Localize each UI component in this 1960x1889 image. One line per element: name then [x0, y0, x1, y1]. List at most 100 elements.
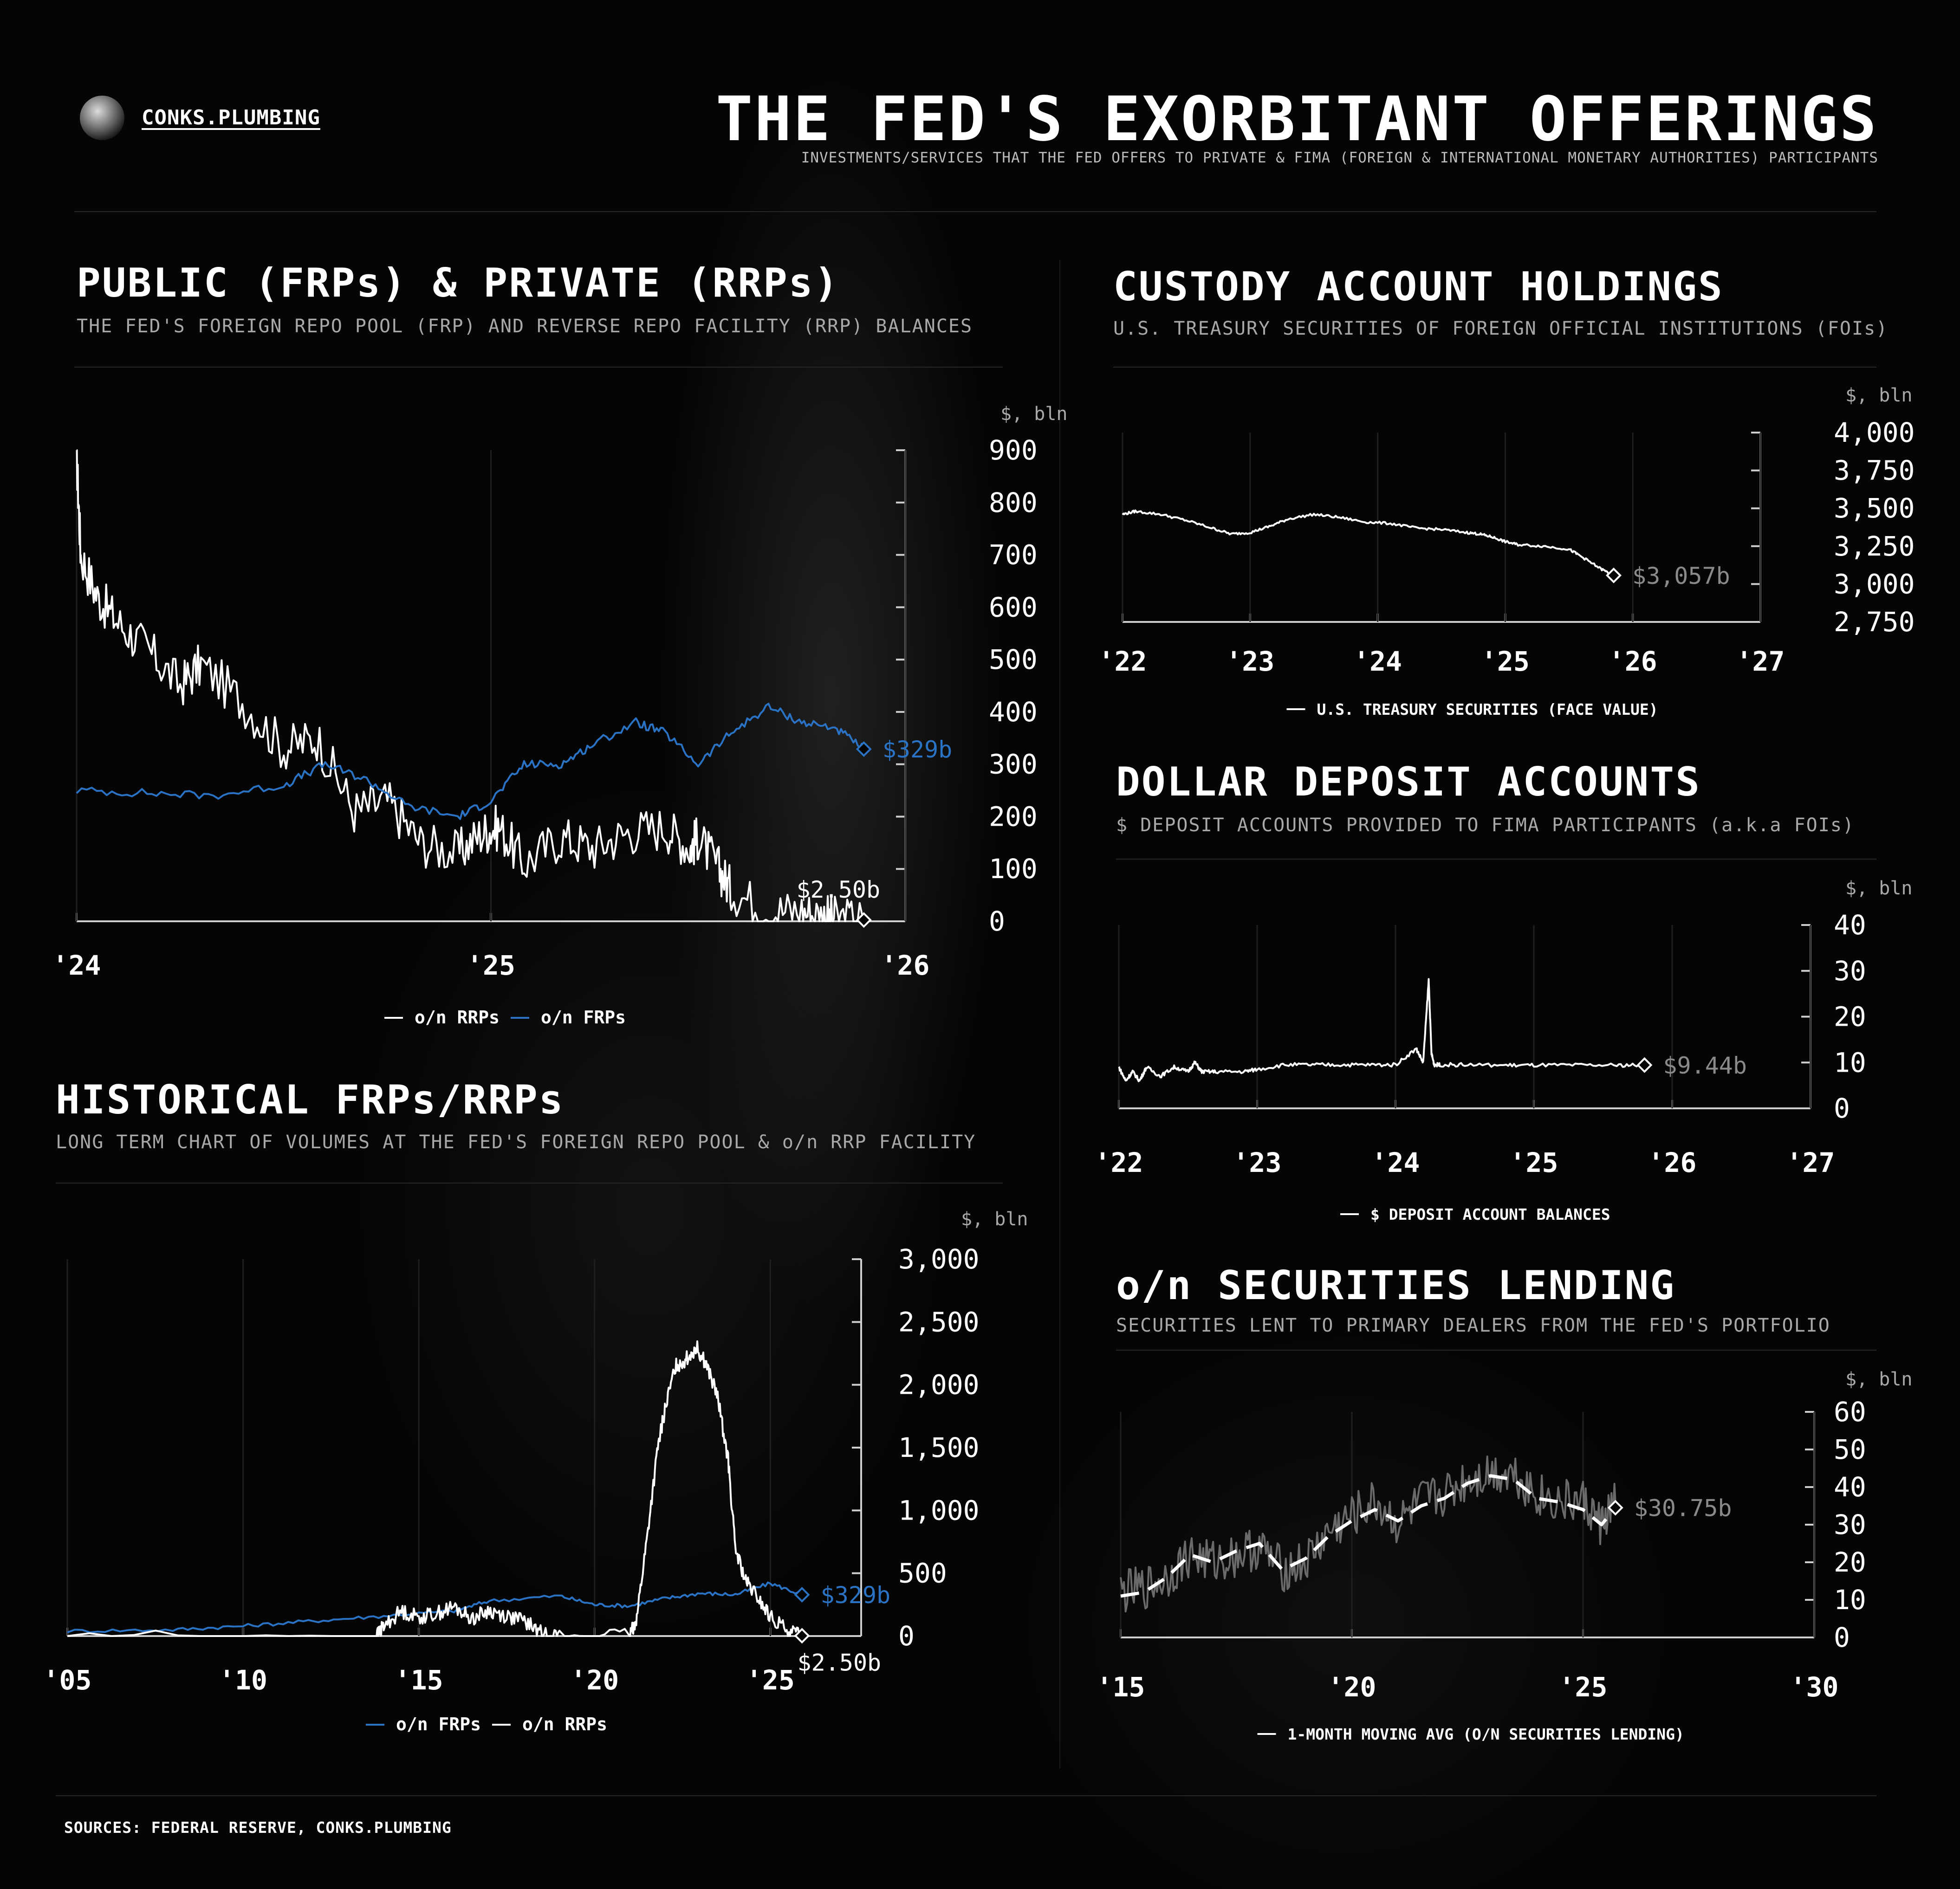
custody-x-tick-label: '25 [1481, 646, 1530, 677]
historical-end-value-label: $2.50b [798, 1649, 882, 1676]
historical-series-line [67, 1340, 803, 1637]
frp_rrp-y-tick-label: 100 [989, 853, 1038, 885]
frp_rrp-y-tick-label: 200 [989, 801, 1038, 832]
brand-avatar [80, 96, 124, 140]
seclending-y-tick-label: 30 [1834, 1509, 1866, 1540]
historical-y-tick-label: 2,500 [898, 1306, 980, 1338]
seclending-end-marker [1607, 1500, 1623, 1516]
custody-end-marker [1606, 567, 1622, 583]
deposits-subtitle: $ DEPOSIT ACCOUNTS PROVIDED TO FIMA PART… [1116, 815, 1855, 836]
deposits-x-tick-label: '25 [1510, 1147, 1558, 1178]
frp_rrp-end-value-label: $329b [883, 736, 953, 763]
deposits-x-tick-label: '23 [1233, 1147, 1282, 1178]
custody-legend-label: U.S. TREASURY SECURITIES (FACE VALUE) [1317, 700, 1658, 718]
footer-divider [56, 1795, 1876, 1796]
deposits-divider [1116, 859, 1876, 860]
custody-x-tick-label: '23 [1226, 646, 1274, 677]
deposits-legend-label: $ DEPOSIT ACCOUNT BALANCES [1370, 1205, 1610, 1223]
frp_rrp-legend-label: o/n FRPs [541, 1007, 626, 1028]
deposits-y-tick-label: 20 [1834, 1001, 1866, 1033]
seclending-legend-label: 1-MONTH MOVING AVG (O/N SECURITIES LENDI… [1288, 1725, 1684, 1743]
sources-note: SOURCES: FEDERAL RESERVE, CONKS.PLUMBING [64, 1818, 452, 1837]
historical-unit-label: $, bln [961, 1209, 1028, 1230]
page-subtitle: INVESTMENTS/SERVICES THAT THE FED OFFERS… [801, 149, 1878, 166]
custody-y-tick-label: 3,750 [1834, 455, 1915, 486]
custody-unit-label: $, bln [1845, 385, 1913, 406]
historical-y-tick-label: 2,000 [898, 1369, 980, 1401]
historical-y-tick-label: 500 [898, 1558, 947, 1589]
custody-subtitle: U.S. TREASURY SECURITIES OF FOREIGN OFFI… [1113, 318, 1889, 339]
deposits-y-tick-label: 30 [1834, 955, 1866, 987]
frp_rrp-series-line [76, 703, 865, 820]
deposits-x-tick-label: '26 [1648, 1147, 1697, 1178]
frp_rrp-end-value-label: $2.50b [796, 876, 880, 903]
seclending-series-line [1120, 1456, 1616, 1613]
frp_rrp-y-tick-label: 800 [989, 487, 1038, 518]
historical-y-tick-label: 0 [898, 1620, 915, 1652]
deposits-title: DOLLAR DEPOSIT ACCOUNTS [1116, 759, 1701, 805]
seclending-title: o/n SECURITIES LENDING [1116, 1262, 1676, 1309]
historical-y-tick-label: 1,500 [898, 1432, 980, 1463]
deposits-end-value-label: $9.44b [1663, 1052, 1747, 1079]
custody-x-tick-label: '22 [1098, 646, 1147, 677]
seclending-y-tick-label: 50 [1834, 1434, 1866, 1465]
frp_rrp-end-marker [856, 741, 872, 757]
historical-title: HISTORICAL FRPs/RRPs [56, 1077, 565, 1123]
deposits-y-tick-label: 10 [1834, 1047, 1866, 1078]
frp_rrp-unit-label: $, bln [1000, 403, 1068, 425]
historical-y-tick-label: 1,000 [898, 1494, 980, 1526]
brand-link[interactable]: CONKS.PLUMBING [142, 106, 320, 129]
historical-subtitle: LONG TERM CHART OF VOLUMES AT THE FED'S … [56, 1132, 976, 1153]
frp_rrp-x-tick-label: '24 [52, 950, 101, 981]
historical-end-marker [794, 1586, 810, 1603]
historical-divider [56, 1183, 1003, 1184]
historical-x-tick-label: '10 [219, 1664, 267, 1696]
seclending-divider [1116, 1350, 1876, 1351]
historical-end-value-label: $329b [821, 1582, 891, 1609]
custody-end-value-label: $3,057b [1632, 563, 1730, 589]
frp_rrp-y-tick-label: 300 [989, 749, 1038, 780]
seclending-subtitle: SECURITIES LENT TO PRIMARY DEALERS FROM … [1116, 1315, 1830, 1336]
frp_rrp-series-line [76, 449, 865, 922]
seclending-end-value-label: $30.75b [1634, 1495, 1732, 1522]
deposits-end-marker [1636, 1057, 1653, 1073]
frp_rrp-y-tick-label: 700 [989, 539, 1038, 571]
seclending-x-tick-label: '25 [1559, 1671, 1608, 1703]
custody-divider [1113, 367, 1876, 368]
frp-rrp-title: PUBLIC (FRPs) & PRIVATE (RRPs) [77, 260, 840, 306]
seclending-y-tick-label: 0 [1834, 1622, 1850, 1653]
frp_rrp-y-tick-label: 400 [989, 696, 1038, 728]
custody-y-tick-label: 2,750 [1834, 606, 1915, 638]
custody-series-line [1122, 509, 1615, 576]
historical-x-tick-label: '05 [43, 1664, 92, 1696]
frp_rrp-y-tick-label: 500 [989, 644, 1038, 675]
custody-x-tick-label: '27 [1736, 646, 1785, 677]
custody-title: CUSTODY ACCOUNT HOLDINGS [1113, 264, 1724, 310]
frp_rrp-y-tick-label: 0 [989, 906, 1005, 937]
historical-x-tick-label: '20 [570, 1664, 619, 1696]
custody-y-tick-label: 3,250 [1834, 530, 1915, 562]
seclending-x-tick-label: '15 [1097, 1671, 1145, 1703]
custody-y-tick-label: 4,000 [1834, 417, 1915, 448]
custody-y-tick-label: 3,500 [1834, 492, 1915, 524]
deposits-x-tick-label: '24 [1371, 1147, 1420, 1178]
deposits-x-tick-label: '22 [1095, 1147, 1143, 1178]
frp_rrp-y-tick-label: 900 [989, 434, 1038, 466]
page-title: THE FED'S EXORBITANT OFFERINGS [715, 84, 1878, 155]
seclending-y-tick-label: 40 [1834, 1471, 1866, 1503]
seclending-unit-label: $, bln [1845, 1369, 1913, 1390]
historical-x-tick-label: '25 [746, 1664, 795, 1696]
historical-series-line [67, 1581, 803, 1634]
seclending-series-line [1120, 1474, 1617, 1598]
frp_rrp-end-marker [856, 912, 872, 928]
header-divider [74, 211, 1876, 212]
historical-end-marker [794, 1628, 810, 1644]
seclending-x-tick-label: '20 [1328, 1671, 1376, 1703]
historical-x-tick-label: '15 [395, 1664, 443, 1696]
custody-y-tick-label: 3,000 [1834, 568, 1915, 600]
column-divider [1059, 260, 1060, 1768]
deposits-y-tick-label: 0 [1834, 1093, 1850, 1124]
historical-y-tick-label: 3,000 [898, 1243, 980, 1275]
